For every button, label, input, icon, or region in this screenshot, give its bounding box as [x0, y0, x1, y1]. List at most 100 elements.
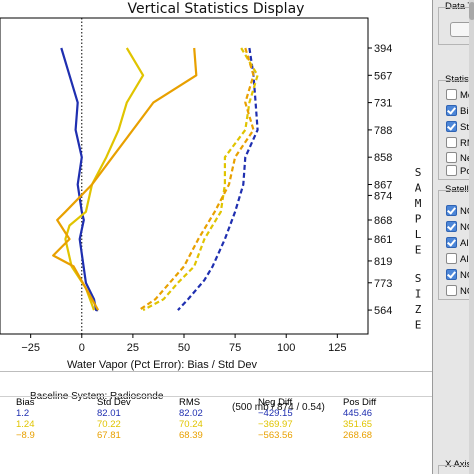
x-tick-label: 50	[178, 342, 190, 354]
cell-std-dev: 67.81	[97, 430, 121, 441]
sample-size-label: 861	[374, 234, 392, 246]
header-neg-diff: Neg Diff	[258, 397, 293, 408]
vertical-statistics-panel: −25 0 25 50 75 100 125 394 567 731 788 858 867 874 868…	[0, 0, 432, 474]
plot-frame	[0, 17, 369, 335]
sample-size-letter: I	[415, 288, 422, 301]
table-row: −8.9 67.81 68.39 −563.56 268.68	[0, 430, 432, 441]
sample-size-letter: P	[415, 213, 422, 226]
x-tick-label: 125	[328, 342, 346, 354]
control-panel: Data Ty Statistic Mea Bias Std RMS Neg P…	[432, 0, 474, 474]
chart-title: Vertical Statistics Display	[127, 1, 305, 17]
satellite-checkbox[interactable]: NO	[446, 221, 474, 234]
data-type-button[interactable]	[450, 22, 474, 37]
checkbox-icon	[446, 89, 457, 100]
satellite-checkbox[interactable]: All	[446, 253, 471, 266]
cell-neg-diff: −429.15	[258, 408, 293, 419]
header-rms: RMS	[179, 397, 201, 408]
x-axis-title: X Axis	[444, 459, 473, 470]
stat-pos-checkbox[interactable]: Pos	[446, 165, 474, 178]
checkbox-icon	[446, 165, 457, 176]
sample-size-letter: E	[415, 244, 422, 257]
sample-size-label: 858	[374, 152, 392, 164]
header-bias: Bias	[16, 397, 35, 408]
statistics-table: Baseline System: Radiosonde (500 mb / 87…	[0, 371, 432, 474]
x-axis-label: Water Vapor (Pct Error): Bias / Std Dev	[67, 359, 258, 371]
x-tick-label: 25	[127, 342, 139, 354]
sample-size-label: 788	[374, 125, 392, 137]
satellite-checkbox[interactable]: NO	[446, 285, 474, 298]
cell-bias: −8.9	[16, 430, 35, 441]
std-dev-line	[138, 47, 255, 312]
x-tick-label: 100	[277, 342, 295, 354]
cell-bias: 1.24	[16, 419, 35, 430]
statistics-title: Statistic	[444, 74, 474, 85]
stat-rms-checkbox[interactable]: RMS	[446, 137, 474, 150]
x-tick-label: 0	[79, 342, 85, 354]
cell-pos-diff: 445.46	[343, 408, 373, 419]
x-tick-label: 75	[229, 342, 241, 354]
sample-size-letter: A	[415, 182, 422, 195]
checkbox-icon	[446, 285, 457, 296]
scrollbar-thumb[interactable]	[469, 2, 474, 20]
sample-size-label: 567	[374, 70, 392, 82]
stat-mean-checkbox[interactable]: Mea	[446, 89, 474, 102]
checkbox-checked-icon	[446, 121, 457, 132]
table-header-row: Bias Std Dev RMS Neg Diff Pos Diff	[0, 397, 432, 408]
stat-std-checkbox[interactable]: Std	[446, 121, 474, 134]
checkbox-checked-icon	[446, 237, 457, 248]
stat-bias-checkbox[interactable]: Bias	[446, 105, 474, 118]
cell-std-dev: 70.22	[97, 419, 121, 430]
bias-line	[60, 47, 99, 312]
sample-size-label: 868	[374, 215, 392, 227]
sample-size-letter: Z	[415, 303, 422, 316]
x-tick-label: −25	[21, 342, 40, 354]
checkbox-icon	[446, 152, 457, 163]
bias-line	[52, 47, 198, 311]
checkbox-checked-icon	[446, 269, 457, 280]
cell-neg-diff: −563.56	[258, 430, 293, 441]
cell-rms: 70.24	[179, 419, 203, 430]
std-dev-line	[177, 47, 259, 311]
sample-size-letter: E	[415, 319, 422, 332]
table-row: 1.2 82.01 82.02 −429.15 445.46	[0, 408, 432, 419]
x-axis-group	[438, 465, 474, 474]
cell-neg-diff: −369.97	[258, 419, 293, 430]
checkbox-icon	[446, 137, 457, 148]
sample-size-label: 731	[374, 98, 392, 110]
cell-rms: 82.02	[179, 408, 203, 419]
baseline-values: (500 mb / 874 / 0.54)	[232, 402, 325, 413]
checkbox-checked-icon	[446, 221, 457, 232]
satellite-checkbox[interactable]: NO	[446, 205, 474, 218]
cell-rms: 68.39	[179, 430, 203, 441]
table-divider	[0, 396, 432, 397]
sample-size-letter: S	[415, 166, 422, 179]
checkbox-icon	[446, 253, 457, 264]
satellite-checkbox[interactable]: All	[446, 237, 471, 250]
sample-size-label: 819	[374, 256, 392, 268]
satellite-title: Satellit	[444, 184, 474, 195]
checkbox-checked-icon	[446, 105, 457, 116]
data-type-title: Data Ty	[444, 1, 474, 12]
side-scrollbar[interactable]	[469, 0, 474, 474]
sample-size-label: 867	[374, 180, 392, 192]
sample-size-letter: M	[415, 197, 422, 210]
sample-size-label: 394	[374, 43, 392, 55]
cell-pos-diff: 351.65	[343, 419, 373, 430]
satellite-group	[438, 190, 474, 300]
header-std-dev: Std Dev	[97, 397, 131, 408]
stat-neg-checkbox[interactable]: Neg	[446, 152, 474, 165]
table-row: 1.24 70.22 70.24 −369.97 351.65	[0, 419, 432, 430]
data-type-group	[438, 7, 474, 45]
sample-size-label: 564	[374, 305, 392, 317]
cell-bias: 1.2	[16, 408, 30, 419]
satellite-checkbox[interactable]: NO	[446, 269, 474, 282]
sample-size-label: 773	[374, 278, 392, 290]
sample-size-letter: L	[415, 228, 422, 241]
statistics-group	[438, 80, 474, 180]
cell-pos-diff: 268.68	[343, 430, 373, 441]
cell-std-dev: 82.01	[97, 408, 121, 419]
header-pos-diff: Pos Diff	[343, 397, 377, 408]
checkbox-checked-icon	[446, 205, 457, 216]
